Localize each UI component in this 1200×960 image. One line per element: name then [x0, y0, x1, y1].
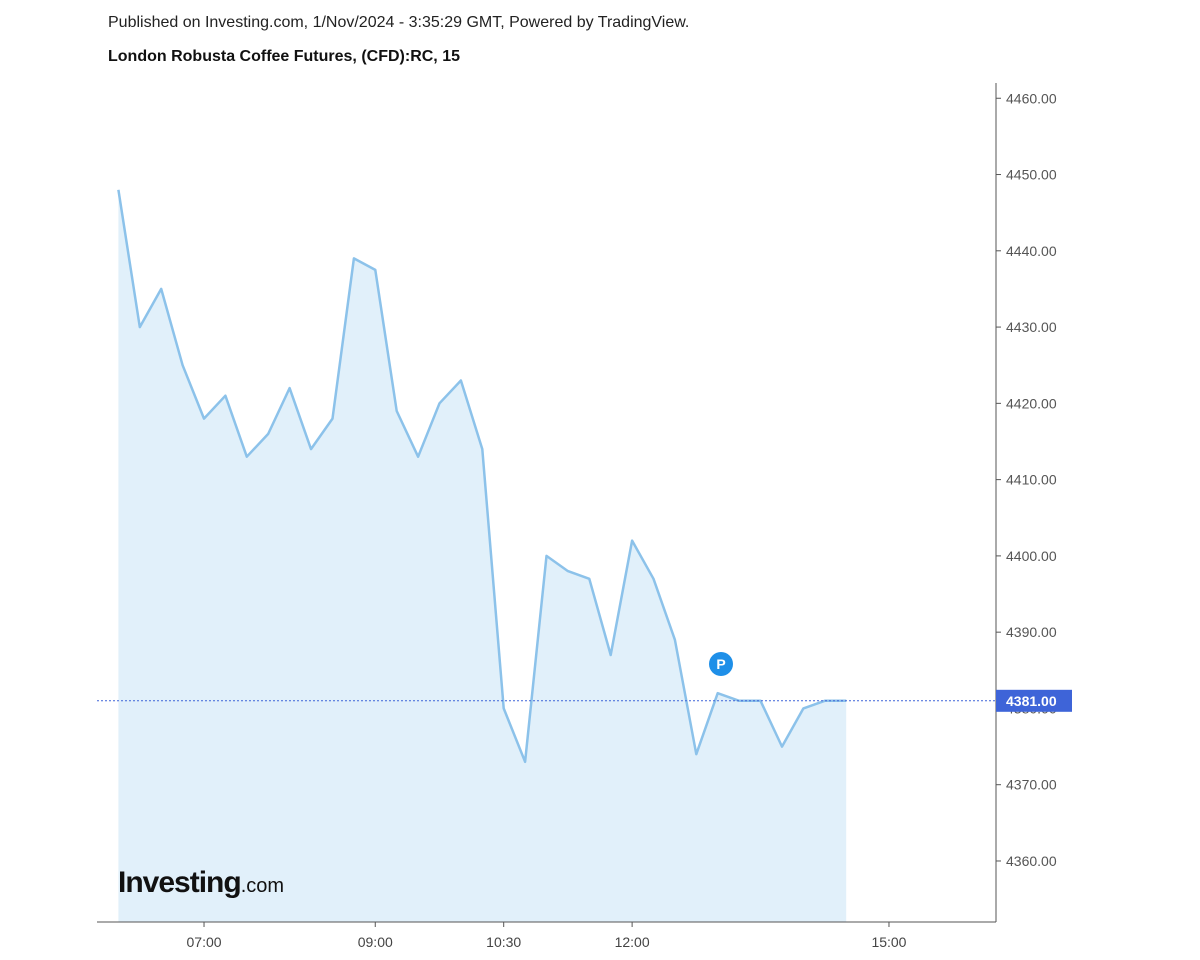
y-tick-label: 4390.00 [1006, 624, 1057, 640]
axes: 4360.004370.004380.004390.004400.004410.… [97, 83, 1072, 950]
y-tick-label: 4360.00 [1006, 853, 1057, 869]
x-tick-label: 12:00 [615, 934, 650, 950]
y-tick-label: 4420.00 [1006, 395, 1057, 411]
last-price-tag [996, 689, 1072, 712]
y-tick-label: 4450.00 [1006, 167, 1057, 183]
logo-suffix: .com [240, 875, 285, 897]
chart-title: London Robusta Coffee Futures, (CFD):RC,… [108, 48, 460, 65]
x-tick-label: 07:00 [187, 934, 222, 950]
logo-brand: Investing [118, 866, 242, 899]
y-tick-label: 4410.00 [1006, 472, 1057, 488]
price-line [117, 189, 847, 764]
last-price-label: 4381.00 [1006, 693, 1057, 709]
p-marker-icon[interactable]: P [709, 652, 733, 676]
published-info: Published on Investing.com, 1/Nov/2024 -… [108, 14, 690, 31]
x-tick-label: 09:00 [358, 934, 393, 950]
x-tick-label: 10:30 [486, 934, 521, 950]
y-tick-label: 4430.00 [1006, 319, 1057, 335]
investing-logo: Investing.com [118, 866, 284, 900]
y-tick-label: 4440.00 [1006, 243, 1057, 259]
y-tick-label: 4370.00 [1006, 777, 1057, 793]
y-tick-label: 4460.00 [1006, 90, 1057, 106]
plot-area [97, 189, 996, 923]
price-area-fill [118, 189, 847, 923]
x-tick-label: 15:00 [871, 934, 906, 950]
y-tick-label: 4400.00 [1006, 548, 1057, 564]
